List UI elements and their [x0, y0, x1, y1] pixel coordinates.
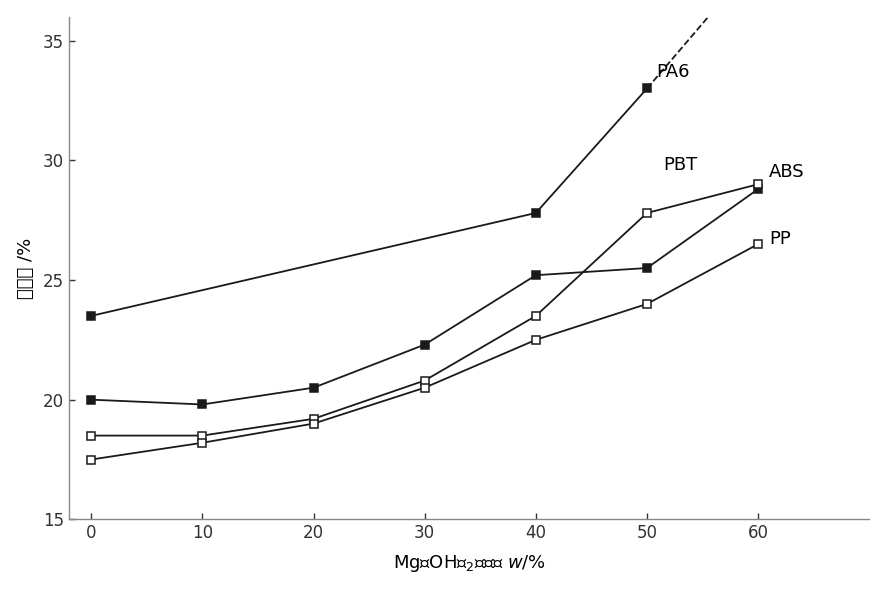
Text: PBT: PBT [664, 156, 698, 174]
Text: ABS: ABS [769, 163, 804, 181]
X-axis label: Mg（OH）$_2$填充物 $w$/%: Mg（OH）$_2$填充物 $w$/% [392, 553, 546, 574]
Y-axis label: 氧指数 /%: 氧指数 /% [17, 238, 35, 298]
Text: PA6: PA6 [656, 63, 689, 82]
Text: PP: PP [769, 230, 791, 248]
